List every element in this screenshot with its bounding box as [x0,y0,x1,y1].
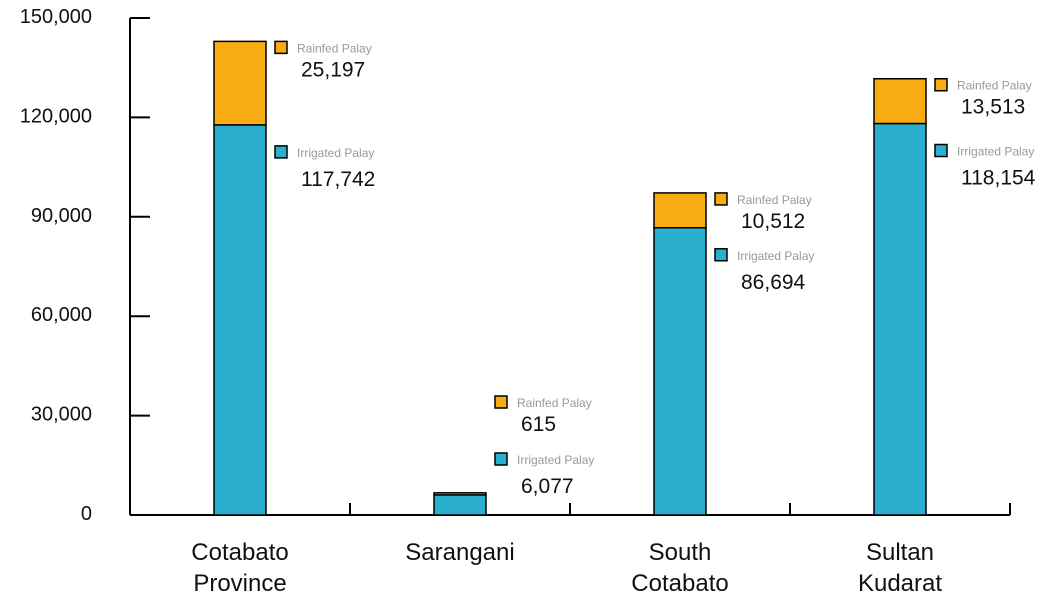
legend-swatch-rainfed [714,192,728,206]
y-tick-label: 120,000 [20,105,92,127]
bar-irrigated-palay [213,124,267,516]
legend-swatch-rainfed [274,40,288,55]
legend-swatch-irrigated [934,143,948,158]
bar-rainfed-palay [873,77,927,125]
data-label-rainfed: 615 [521,413,556,436]
axes: 0 30,000 60,000 90,000 120,000 150,000 Cotabat… [20,6,1011,597]
x-tick-label: South [649,539,712,566]
data-label-irrigated: 117,742 [301,168,375,191]
data-label-rainfed: 13,513 [961,96,1025,119]
x-tick-label: Cotabato [191,539,288,566]
x-tick-label: Kudarat [858,570,942,592]
y-tick-label: 60,000 [31,304,92,326]
x-tick-label: Sultan [866,539,934,566]
series-name-rainfed: Rainfed Palay [517,396,592,410]
legend-swatch-rainfed [934,77,948,92]
x-tick-label: Sarangani [405,539,514,566]
series-name-rainfed: Rainfed Palay [297,41,372,55]
legend-swatch-irrigated [274,145,288,159]
y-tick-label: 30,000 [31,404,92,426]
bar-rainfed-palay [213,40,267,126]
legend-swatch-irrigated [714,248,728,262]
series-name-irrigated: Irrigated Palay [737,249,814,263]
y-tick-label: 90,000 [31,205,92,227]
bars [213,40,927,516]
legend-swatch-irrigated [494,452,508,466]
series-name-rainfed: Rainfed Palay [737,193,812,207]
series-name-rainfed: Rainfed Palay [957,79,1032,93]
bar-irrigated-palay [873,122,927,516]
data-label-rainfed: 25,197 [301,58,365,81]
legend-swatch-rainfed [494,395,508,409]
y-tick-label: 150,000 [20,6,92,28]
series-name-irrigated: Irrigated Palay [297,146,374,160]
y-tick-label: 0 [81,503,92,525]
data-label-irrigated: 6,077 [521,475,574,498]
data-label-irrigated: 118,154 [961,167,1036,190]
bar-rainfed-palay [653,192,707,229]
x-tick-label: Province [193,570,286,592]
data-label-irrigated: 86,694 [741,271,806,294]
bar-irrigated-palay [433,494,487,516]
x-tick-label: Cotabato [631,570,728,592]
bar-rainfed-palay [433,492,487,496]
series-name-irrigated: Irrigated Palay [517,453,594,467]
series-name-irrigated: Irrigated Palay [957,145,1034,159]
bar-irrigated-palay [653,227,707,516]
bar-labels: Rainfed Palay 25,197 Irrigated Palay 117,74… [274,40,1036,498]
data-label-rainfed: 10,512 [741,210,805,233]
